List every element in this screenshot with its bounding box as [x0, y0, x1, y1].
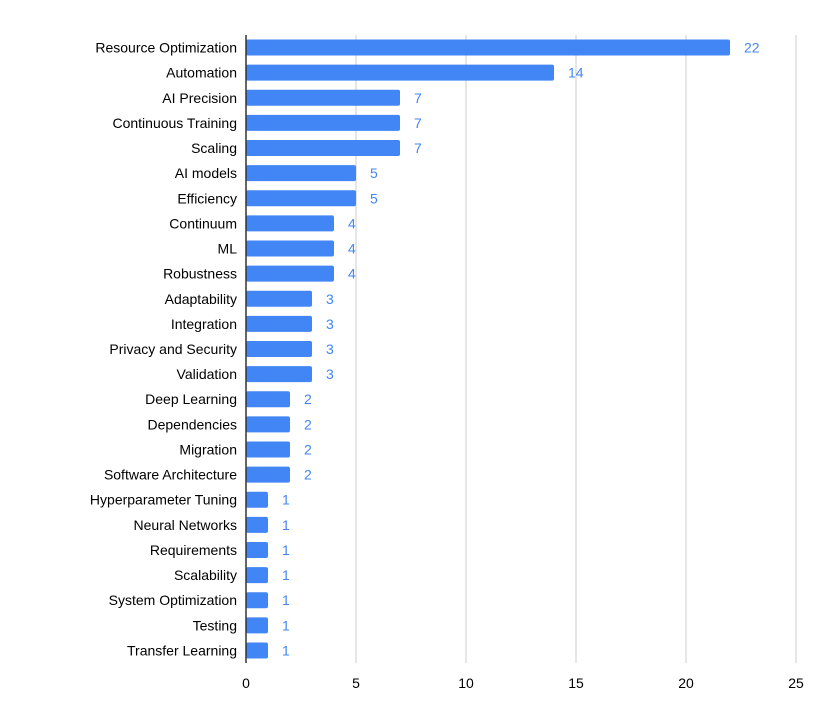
data-label: 2 [304, 391, 312, 407]
bar [246, 592, 268, 609]
category-label: Robustness [163, 266, 237, 282]
bar [246, 64, 554, 81]
bar [246, 190, 356, 207]
category-label: ML [218, 241, 238, 257]
data-label: 7 [414, 115, 422, 131]
bar [246, 491, 268, 508]
category-label: Neural Networks [134, 517, 237, 533]
bar [246, 391, 290, 408]
x-tick-label: 0 [242, 675, 250, 691]
bar [246, 617, 268, 634]
data-label: 5 [370, 165, 378, 181]
category-label: Scaling [191, 140, 237, 156]
category-label: Continuous Training [112, 115, 237, 131]
category-label: Resource Optimization [95, 40, 237, 56]
bar [246, 466, 290, 483]
category-label: Deep Learning [145, 391, 237, 407]
x-tick-label: 15 [568, 675, 584, 691]
bar [246, 642, 268, 659]
data-label: 1 [282, 617, 290, 633]
category-label: Scalability [174, 567, 237, 583]
bar [246, 416, 290, 433]
x-tick-label: 5 [352, 675, 360, 691]
category-label: Privacy and Security [109, 341, 237, 357]
data-label: 22 [744, 40, 760, 56]
bar [246, 89, 400, 106]
category-label: Dependencies [147, 416, 237, 432]
bar [246, 541, 268, 558]
category-label: Efficiency [177, 190, 237, 206]
data-label: 14 [568, 65, 584, 81]
bar [246, 341, 312, 357]
category-label: AI models [175, 165, 237, 181]
data-label: 7 [414, 90, 422, 106]
x-tick-label: 25 [788, 675, 804, 691]
data-label: 3 [326, 316, 334, 332]
category-label: Software Architecture [104, 467, 237, 483]
category-label: Requirements [150, 542, 237, 558]
data-label: 3 [326, 341, 334, 357]
data-label: 1 [282, 542, 290, 558]
category-label: Automation [166, 65, 237, 81]
bar [246, 165, 356, 182]
bar [246, 140, 400, 157]
category-label: Adaptability [165, 291, 237, 307]
data-label: 4 [348, 215, 356, 231]
x-tick-label: 10 [458, 675, 474, 691]
data-label: 4 [348, 266, 356, 282]
data-label: 1 [282, 567, 290, 583]
category-label: Integration [171, 316, 237, 332]
bar [246, 265, 334, 282]
bar [246, 366, 312, 383]
data-label: 4 [348, 241, 356, 257]
data-label: 3 [326, 366, 334, 382]
category-label: AI Precision [162, 90, 237, 106]
category-label: Transfer Learning [127, 642, 237, 658]
data-label: 2 [304, 467, 312, 483]
gridlines [355, 35, 797, 663]
category-labels: Resource Optimization Automation AI Precis… [90, 40, 237, 659]
data-label: 5 [370, 190, 378, 206]
bar [246, 567, 268, 584]
bars [246, 39, 730, 659]
category-label: Continuum [169, 215, 237, 231]
data-label: 1 [282, 642, 290, 658]
x-tick-labels: 0 5 10 15 20 25 [242, 675, 804, 691]
bar [246, 114, 400, 131]
category-label: Hyperparameter Tuning [90, 492, 237, 508]
data-label: 7 [414, 140, 422, 156]
bar [246, 215, 334, 232]
data-label: 2 [304, 416, 312, 432]
data-label: 1 [282, 592, 290, 608]
bar [246, 290, 312, 307]
category-label: Testing [193, 617, 237, 633]
x-tick-label: 20 [678, 675, 694, 691]
bar [246, 39, 730, 56]
bar [246, 516, 268, 533]
data-label: 1 [282, 517, 290, 533]
data-label: 1 [282, 492, 290, 508]
data-label: 3 [326, 291, 334, 307]
category-label: Validation [177, 366, 237, 382]
bar [246, 240, 334, 257]
category-label: Migration [179, 441, 237, 457]
category-label: System Optimization [109, 592, 237, 608]
data-label: 2 [304, 441, 312, 457]
bar [246, 441, 290, 458]
bar [246, 315, 312, 332]
